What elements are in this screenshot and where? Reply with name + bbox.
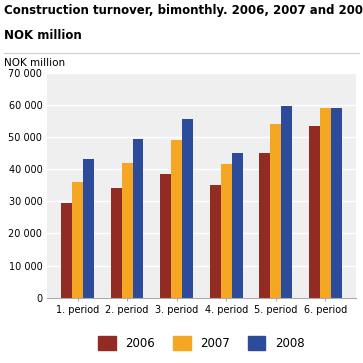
Bar — [122, 163, 132, 298]
Bar — [210, 185, 221, 298]
Bar — [232, 153, 242, 298]
Bar — [281, 106, 292, 298]
Bar — [111, 188, 122, 298]
Text: NOK million: NOK million — [4, 29, 81, 42]
Bar — [309, 126, 320, 298]
Bar — [61, 203, 72, 298]
Bar — [132, 139, 143, 298]
Bar — [270, 124, 281, 298]
Bar — [83, 159, 94, 298]
Bar — [331, 108, 342, 298]
Bar — [160, 174, 171, 298]
Text: Construction turnover, bimonthly. 2006, 2007 and 2008.: Construction turnover, bimonthly. 2006, … — [4, 4, 363, 17]
Bar — [171, 140, 182, 298]
Legend: 2006, 2007, 2008: 2006, 2007, 2008 — [94, 331, 309, 355]
Text: NOK million: NOK million — [4, 58, 65, 68]
Bar — [221, 164, 232, 298]
Bar — [260, 153, 270, 298]
Bar — [72, 182, 83, 298]
Bar — [320, 108, 331, 298]
Bar — [182, 119, 193, 298]
